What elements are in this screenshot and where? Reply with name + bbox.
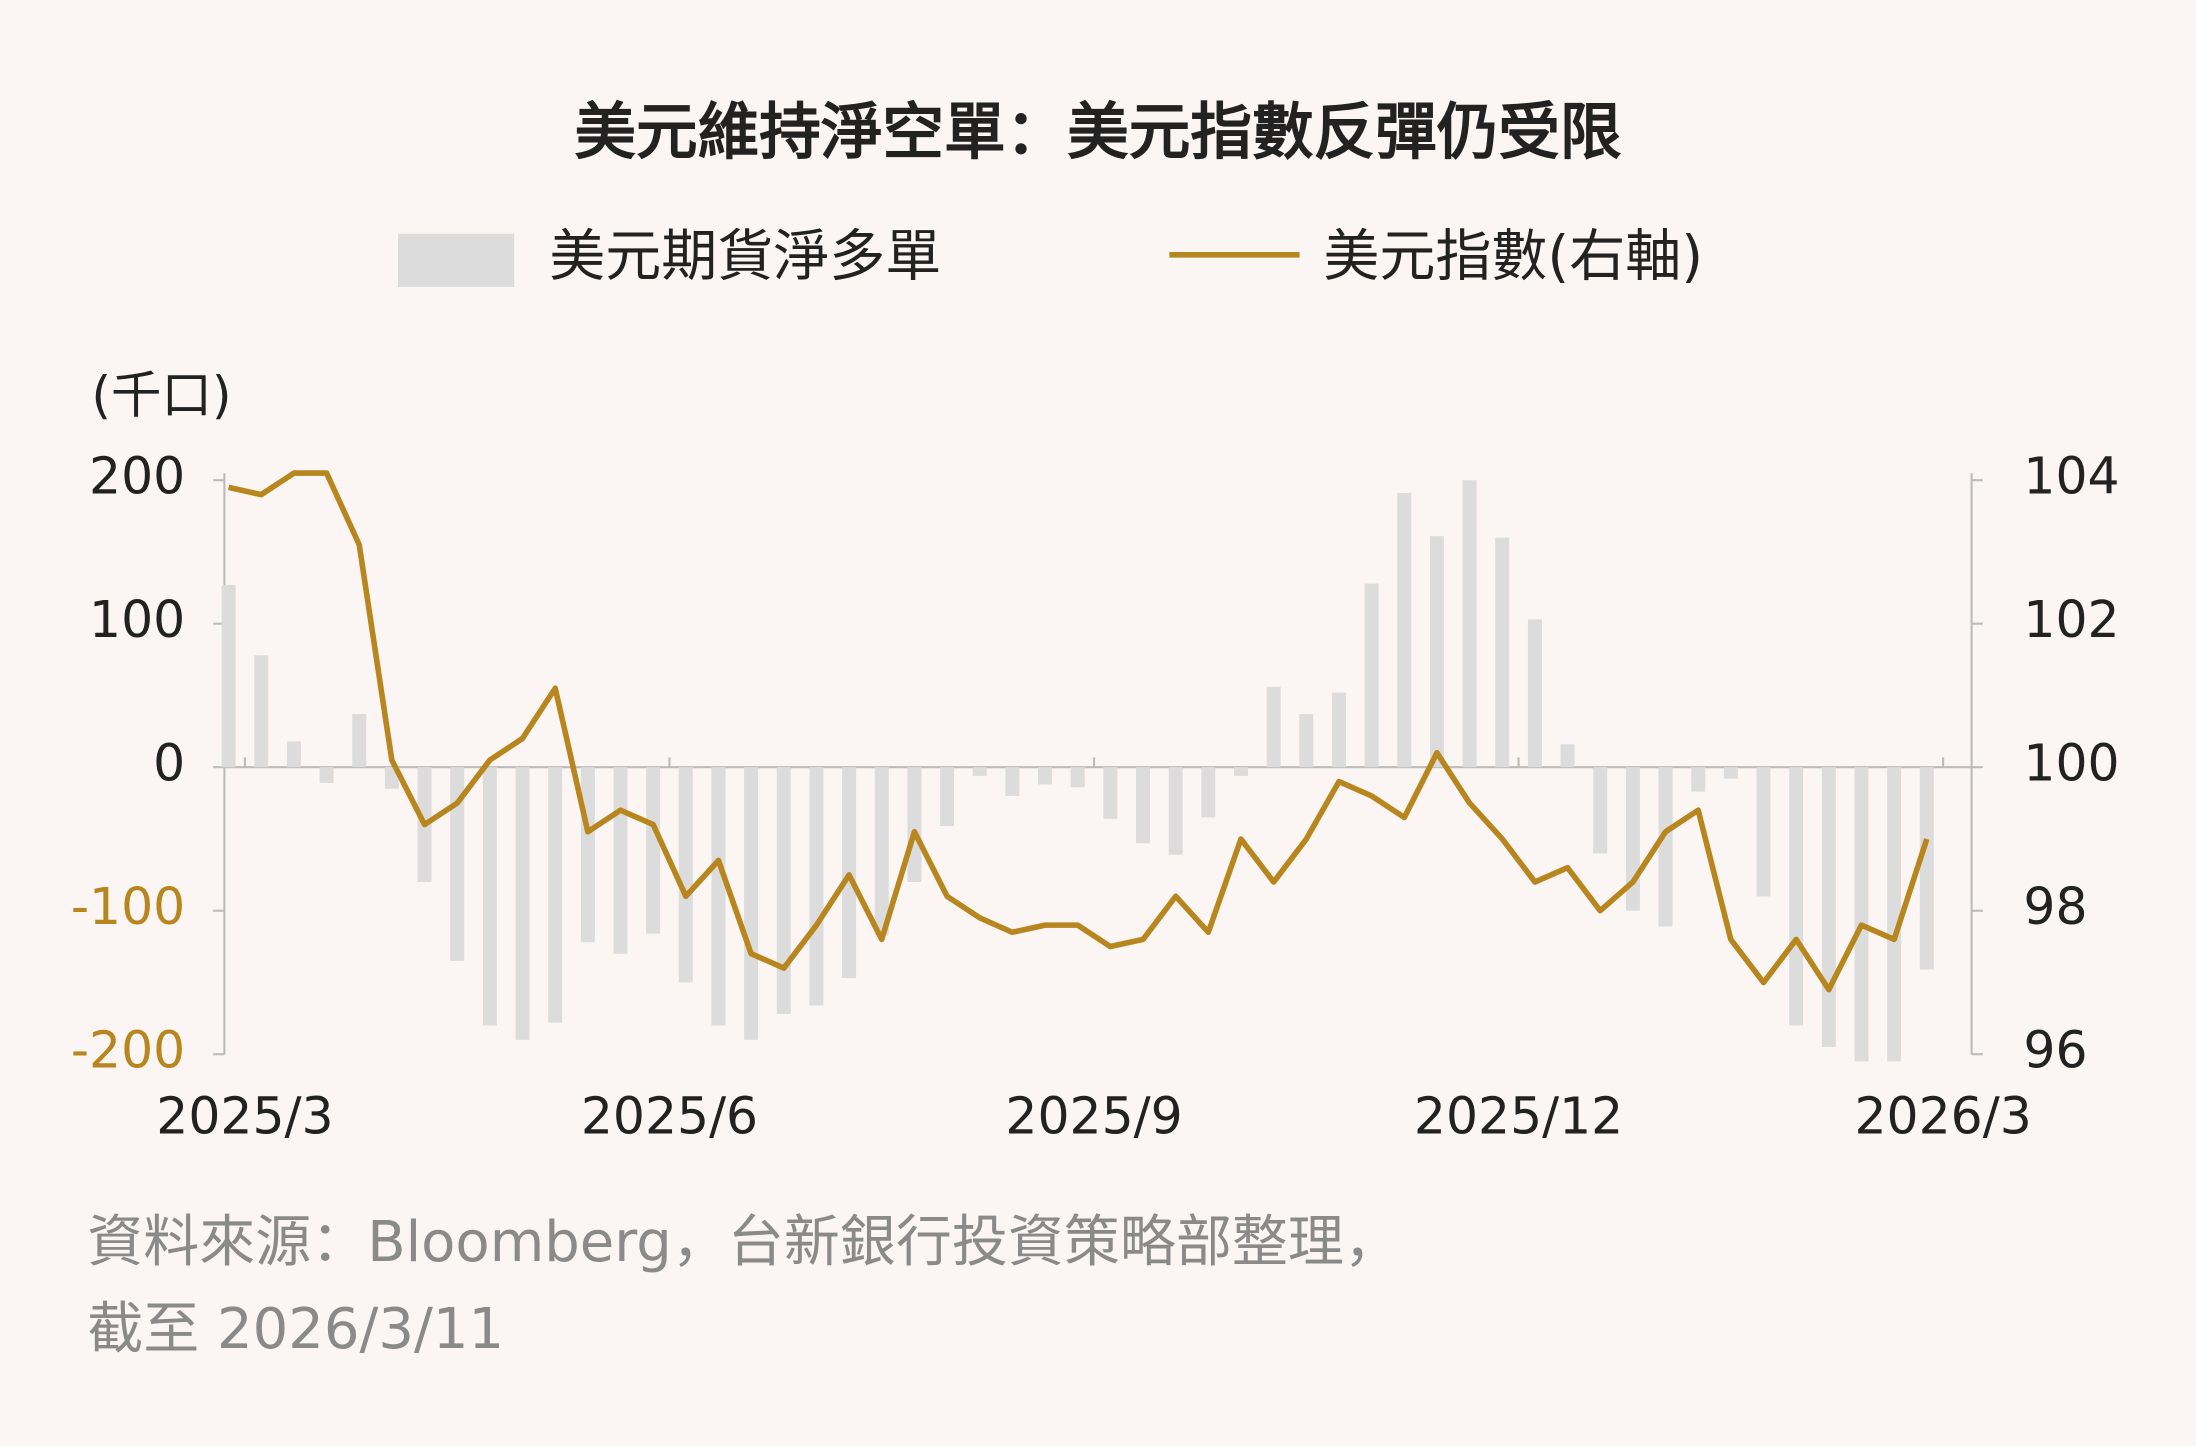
bar: [1136, 767, 1151, 844]
bar: [1299, 714, 1314, 768]
line: [227, 470, 1930, 993]
bar: [548, 767, 563, 1023]
x-tick-label: 2025/6: [581, 1087, 758, 1146]
bar: [874, 767, 889, 936]
y2-tick-label: 100: [2023, 734, 2119, 793]
legend-swatch: [398, 233, 515, 287]
bar: [1038, 767, 1053, 785]
bar: [1070, 767, 1085, 788]
y2-tick-label: 96: [2023, 1021, 2087, 1080]
bar: [319, 767, 334, 783]
bar: [940, 767, 955, 827]
bar: [1364, 583, 1379, 768]
bar: [1756, 767, 1771, 897]
x-tick-label: 2025/12: [1414, 1087, 1623, 1146]
bar: [1103, 767, 1118, 819]
bar: [1266, 686, 1281, 768]
bar: [809, 767, 824, 1006]
bar: [352, 714, 367, 768]
x-tick-label: 2025/9: [1005, 1087, 1182, 1146]
bar: [1691, 767, 1706, 792]
bar: [1397, 493, 1412, 768]
bar: [1789, 767, 1804, 1026]
bar: [580, 767, 595, 943]
bar: [1723, 767, 1738, 779]
bar: [1560, 744, 1575, 768]
bar: [1495, 537, 1510, 768]
bar: [1462, 480, 1477, 768]
y2-tick-label: 102: [2023, 590, 2119, 649]
bar: [744, 767, 759, 1040]
legend-label: 美元期貨淨多單: [549, 225, 941, 290]
bar: [776, 767, 791, 1015]
bar: [1429, 536, 1444, 768]
bar: [972, 767, 987, 776]
bar: [286, 741, 301, 768]
y-axis-label: (千口): [91, 366, 231, 425]
bar: [221, 584, 236, 768]
bar: [1593, 767, 1608, 854]
bar: [907, 767, 922, 882]
bar: [1658, 767, 1673, 927]
bar: [1919, 767, 1934, 970]
y2-tick-label: 98: [2023, 877, 2087, 936]
legend-label: 美元指數(右軸): [1323, 225, 1703, 290]
bar: [646, 767, 661, 934]
bar: [1005, 767, 1020, 796]
y-tick-label: 100: [89, 590, 185, 649]
y-tick-label: -200: [71, 1021, 185, 1080]
bar: [1887, 767, 1902, 1062]
bar: [1233, 767, 1248, 776]
chart-title: 美元維持淨空單：美元指數反彈仍受限: [574, 96, 1622, 168]
source: 資料來源：Bloomberg，台新銀行投資策略部整理，: [87, 1210, 1400, 1275]
bar: [678, 767, 693, 983]
bar: [711, 767, 726, 1026]
bar: [254, 655, 269, 768]
x-tick-label: 2025/3: [156, 1087, 333, 1146]
bar: [450, 767, 465, 961]
bar: [482, 767, 497, 1026]
note: 截至 2026/3/11: [87, 1297, 504, 1362]
x-tick-label: 2026/3: [1854, 1087, 2031, 1146]
bar: [613, 767, 628, 954]
bar: [1527, 619, 1542, 768]
y2-tick-label: 104: [2023, 447, 2119, 506]
bar: [515, 767, 530, 1040]
y-tick-label: 0: [153, 734, 185, 793]
bar: [1168, 767, 1183, 855]
y-tick-label: 200: [89, 447, 185, 506]
y-tick-label: -100: [71, 877, 185, 936]
bar: [1331, 692, 1346, 768]
bar: [1201, 767, 1216, 818]
bar: [1854, 767, 1869, 1062]
bar: [1821, 767, 1836, 1048]
